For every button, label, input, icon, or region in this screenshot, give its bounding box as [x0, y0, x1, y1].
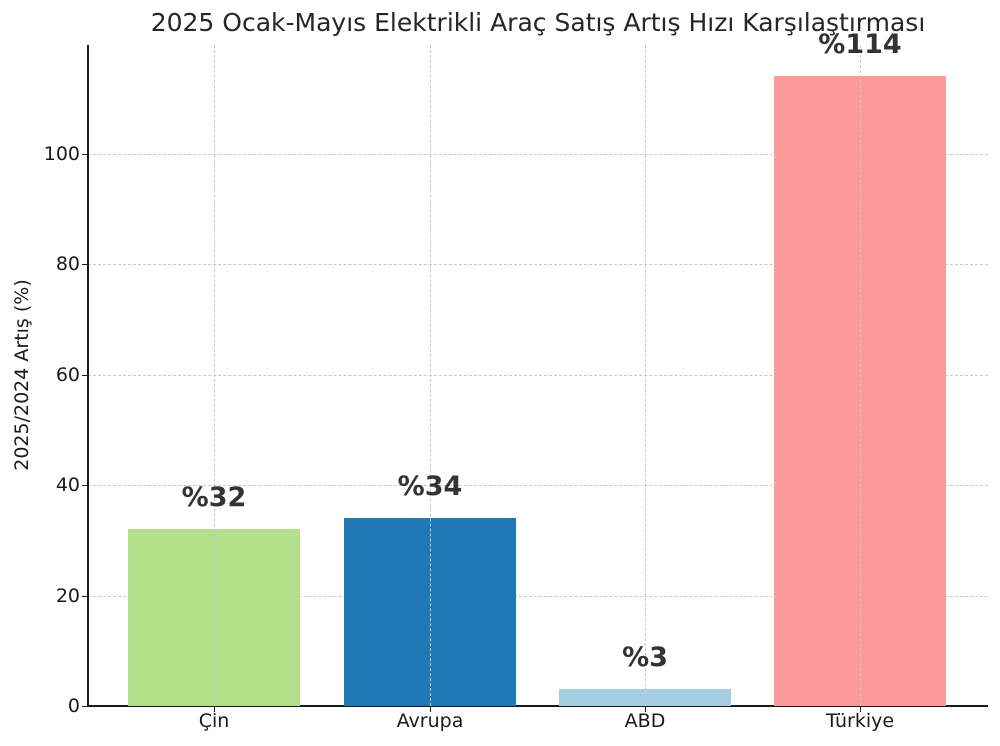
grid-line-horizontal — [88, 595, 988, 597]
y-tick-label: 20 — [55, 584, 80, 607]
y-tick-label: 60 — [55, 363, 80, 386]
x-tick-label: ABD — [624, 710, 666, 732]
data-label: %3 — [622, 642, 668, 674]
y-tick-label: 80 — [55, 253, 80, 276]
grid-line-vertical — [860, 45, 861, 706]
grid-line-vertical — [430, 45, 431, 706]
x-tick-mark — [430, 706, 431, 712]
x-tick-label: Avrupa — [396, 710, 464, 732]
y-axis-line — [87, 45, 89, 707]
y-tick-mark — [82, 153, 88, 155]
y-tick-mark — [82, 595, 88, 597]
data-label: %114 — [818, 29, 902, 61]
x-tick-mark — [645, 706, 646, 712]
x-tick-label: Türkiye — [825, 710, 895, 732]
grid-line-horizontal — [88, 485, 988, 487]
chart-title: 2025 Ocak-Mayıs Elektrikli Araç Satış Ar… — [150, 8, 926, 37]
plot-area — [88, 45, 988, 706]
grid-line-horizontal — [88, 153, 988, 155]
y-tick-label: 0 — [67, 695, 80, 717]
y-tick-label: 100 — [43, 142, 80, 165]
x-tick-mark — [860, 706, 861, 712]
data-label: %34 — [397, 471, 463, 503]
y-tick-mark — [82, 374, 88, 376]
grid-line-vertical — [214, 45, 215, 706]
x-axis-line — [87, 705, 988, 707]
x-tick-mark — [214, 706, 215, 712]
y-tick-mark — [82, 485, 88, 487]
data-label: %32 — [181, 482, 247, 514]
grid-line-vertical — [645, 45, 646, 706]
y-tick-label: 40 — [55, 474, 80, 497]
y-tick-mark — [82, 706, 88, 707]
y-tick-mark — [82, 264, 88, 266]
x-tick-label: Çin — [198, 710, 230, 732]
grid-line-horizontal — [88, 264, 988, 266]
grid-line-horizontal — [88, 374, 988, 376]
